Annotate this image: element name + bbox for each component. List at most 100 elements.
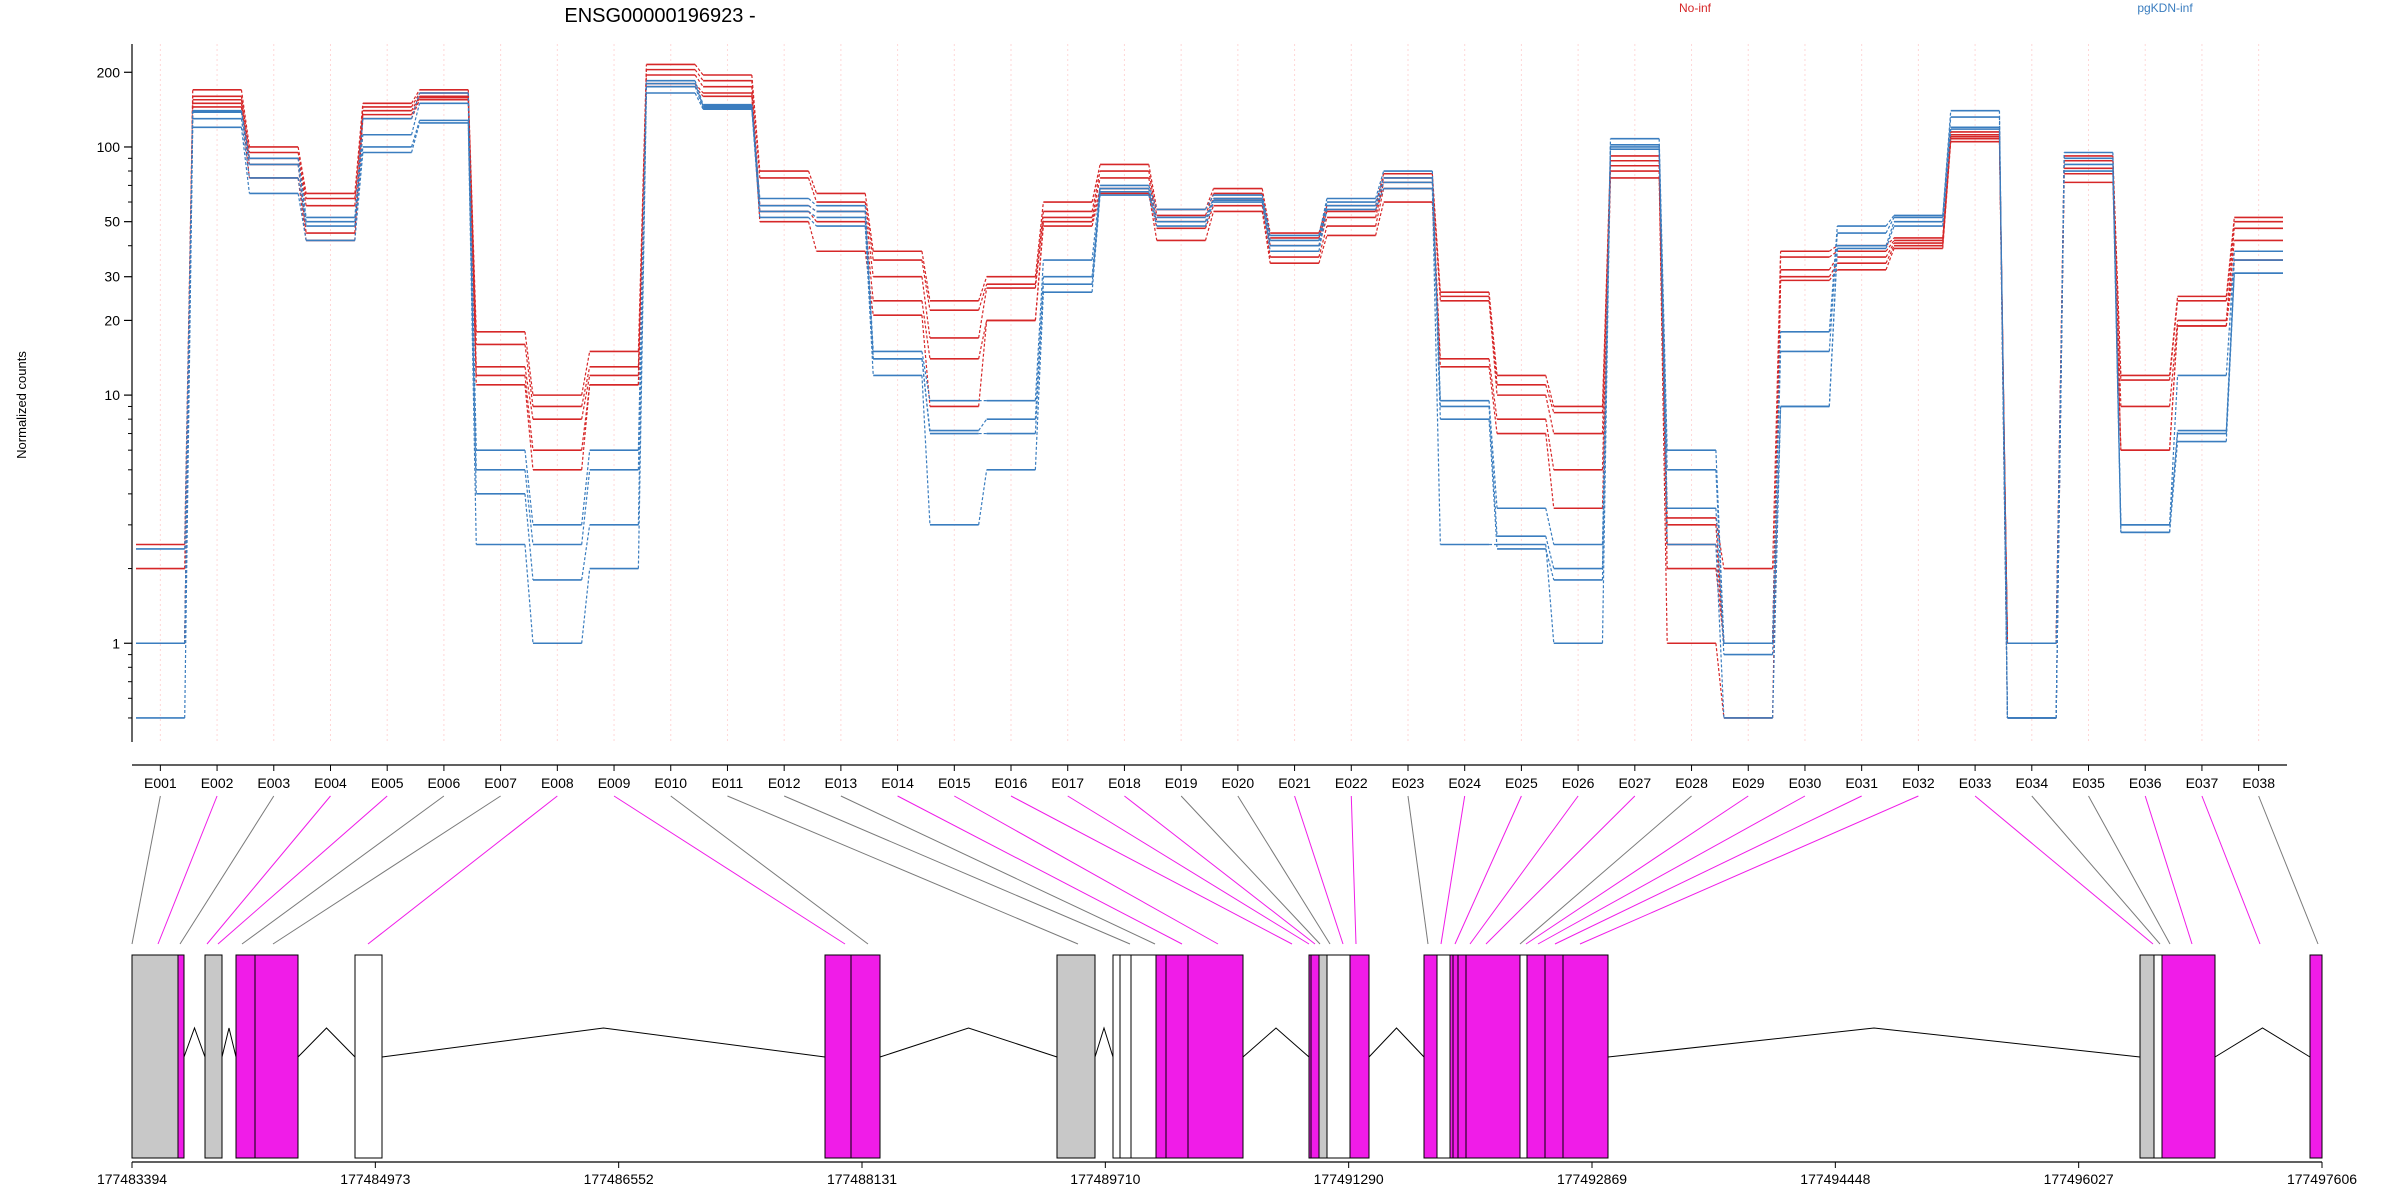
series-connector [1204, 201, 1215, 227]
series-connector [807, 177, 818, 203]
series-lines [136, 63, 2283, 719]
genomic-tick-label: 177497606 [2287, 1171, 2357, 1187]
connector-e019 [1180, 795, 1321, 945]
series-connector [808, 205, 817, 212]
series-no-inf-3 [136, 82, 2283, 645]
genomic-tick-label: 177491290 [1314, 1171, 1384, 1187]
series-connector [1261, 194, 1271, 236]
x-tick-label-e031: E031 [1845, 775, 1878, 791]
series-connector [581, 351, 591, 396]
exon-box-e014 [1155, 954, 1167, 1159]
series-connector [1034, 201, 1044, 277]
series-connector [1885, 242, 1895, 258]
series-connector [524, 493, 534, 580]
connector-e003 [179, 795, 275, 945]
series-connector [1488, 292, 1498, 376]
series-connector [2225, 221, 2235, 301]
series-connector [1545, 536, 1555, 569]
series-connector [354, 134, 364, 222]
connector-e013 [840, 795, 1156, 945]
series-connector [581, 524, 591, 580]
genomic-tick-label: 177483394 [97, 1171, 167, 1187]
intron [879, 1027, 1058, 1058]
x-tick-label-e033: E033 [1959, 775, 1992, 791]
series-connector [1375, 188, 1385, 227]
series-connector [1828, 262, 1838, 278]
series-connector [2055, 171, 2065, 644]
series-connector [694, 92, 704, 110]
series-connector [1488, 358, 1498, 420]
x-tick-label-e017: E017 [1051, 775, 1084, 791]
exon-box-e036 [2161, 954, 2216, 1159]
series-connector [297, 177, 307, 227]
exon-box-e008 [824, 954, 852, 1159]
series-connector [2168, 441, 2179, 533]
y-tick-label: 10 [104, 387, 120, 403]
series-connector [1885, 225, 1895, 249]
exon-box-e001 [131, 954, 179, 1159]
series-connector [1034, 292, 1044, 470]
series-connector [1715, 517, 1725, 569]
series-connector [524, 384, 534, 470]
exon-box-e027 [1465, 954, 1521, 1159]
exon-box-e012 [1119, 954, 1132, 1159]
series-connector [2225, 273, 2235, 434]
series-connector [1545, 508, 1555, 545]
exon-box-e018 [1310, 954, 1320, 1159]
series-connector [1658, 146, 1668, 509]
x-tick-label-e018: E018 [1108, 775, 1141, 791]
series-connector [1545, 384, 1555, 413]
connector-e035 [2088, 795, 2171, 945]
connector-e004 [206, 795, 331, 945]
connector-e034 [2031, 795, 2161, 945]
series-connector [524, 469, 534, 545]
x-tick-label-e012: E012 [768, 775, 801, 791]
series-connector [864, 217, 874, 359]
series-connector [1204, 198, 1215, 218]
series-connector [581, 568, 591, 644]
connector-e027 [1485, 795, 1636, 945]
x-tick-label-e013: E013 [825, 775, 858, 791]
y-axis-label: Normalized counts [14, 351, 29, 459]
series-connector [410, 103, 421, 135]
series-connector [524, 366, 534, 420]
exon-box-e019 [1318, 954, 1328, 1159]
series-connector [978, 320, 988, 359]
series-connector [1431, 182, 1441, 420]
series-connector [1261, 198, 1271, 241]
series-connector [751, 109, 761, 218]
x-tick-label-e002: E002 [201, 775, 234, 791]
series-connector [1488, 366, 1498, 434]
series-connector [637, 86, 647, 525]
intron [381, 1027, 826, 1058]
series-connector [240, 96, 251, 153]
series-connector [411, 92, 421, 108]
y-tick-label: 1 [112, 635, 120, 651]
series-connector [410, 99, 421, 119]
series-connector [1772, 251, 1782, 569]
series-connector [864, 221, 874, 301]
legend-entry-pgkdn-inf: pgKDN-inf [2137, 1, 2193, 15]
x-tick-label-e014: E014 [881, 775, 914, 791]
x-tick-label-e015: E015 [938, 775, 971, 791]
x-tick-label-e034: E034 [2015, 775, 2048, 791]
series-connector [1715, 544, 1725, 718]
series-connector [581, 366, 591, 407]
connector-e012 [783, 795, 1131, 945]
x-tick-label-e005: E005 [371, 775, 404, 791]
series-connector [1885, 240, 1895, 252]
connector-e008 [367, 795, 558, 945]
connector-e014 [897, 795, 1183, 945]
connector-e017 [1067, 795, 1310, 945]
series-connector [1318, 201, 1328, 241]
x-tick-label-e037: E037 [2186, 775, 2219, 791]
series-connector [1488, 300, 1498, 396]
series-connector [581, 384, 591, 451]
series-connector [1204, 211, 1215, 241]
chart-title: ENSG00000196923 - [564, 5, 755, 27]
connector-e025 [1454, 795, 1522, 945]
series-connector [1885, 245, 1895, 264]
series-connector [1942, 141, 1952, 249]
x-tick-label-e010: E010 [654, 775, 687, 791]
x-tick-label-e016: E016 [995, 775, 1028, 791]
